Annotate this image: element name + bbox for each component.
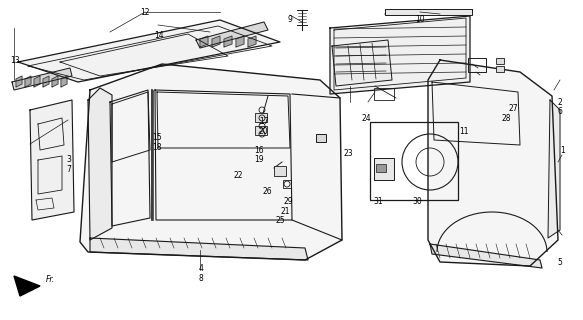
Bar bbox=[370, 122, 458, 200]
Polygon shape bbox=[196, 22, 268, 48]
Polygon shape bbox=[18, 20, 280, 82]
Text: 20: 20 bbox=[259, 127, 268, 136]
Text: 16: 16 bbox=[255, 146, 264, 155]
Text: 29: 29 bbox=[284, 197, 293, 206]
Polygon shape bbox=[80, 64, 342, 260]
Polygon shape bbox=[30, 100, 74, 220]
Text: 30: 30 bbox=[412, 197, 422, 206]
Polygon shape bbox=[330, 16, 470, 94]
Polygon shape bbox=[12, 68, 72, 90]
Polygon shape bbox=[88, 88, 112, 240]
Text: 21: 21 bbox=[281, 207, 290, 216]
Bar bbox=[274, 166, 286, 176]
Text: 18: 18 bbox=[153, 143, 162, 152]
Bar bbox=[468, 58, 486, 72]
Polygon shape bbox=[25, 76, 31, 87]
Text: 22: 22 bbox=[233, 172, 243, 180]
Text: 3: 3 bbox=[66, 156, 71, 164]
Text: 28: 28 bbox=[501, 114, 511, 123]
Text: 17: 17 bbox=[259, 117, 268, 126]
Bar bbox=[496, 58, 504, 64]
Polygon shape bbox=[548, 100, 560, 238]
Polygon shape bbox=[428, 60, 558, 266]
Text: 25: 25 bbox=[275, 216, 285, 225]
Bar bbox=[283, 180, 291, 188]
Polygon shape bbox=[248, 36, 256, 47]
Text: 11: 11 bbox=[459, 127, 468, 136]
Polygon shape bbox=[43, 76, 49, 87]
Text: 13: 13 bbox=[10, 56, 19, 65]
Text: 7: 7 bbox=[66, 165, 71, 174]
Polygon shape bbox=[90, 238, 308, 260]
Text: 8: 8 bbox=[199, 274, 203, 283]
Bar bbox=[255, 126, 267, 135]
Text: 4: 4 bbox=[199, 264, 203, 273]
Text: Fr.: Fr. bbox=[46, 276, 55, 284]
Text: 31: 31 bbox=[373, 197, 382, 206]
Polygon shape bbox=[34, 76, 40, 87]
Text: 26: 26 bbox=[262, 188, 272, 196]
Bar bbox=[255, 113, 267, 122]
Polygon shape bbox=[430, 244, 542, 268]
Bar bbox=[376, 164, 386, 172]
Polygon shape bbox=[212, 36, 220, 47]
Polygon shape bbox=[61, 76, 67, 87]
Text: 19: 19 bbox=[255, 156, 264, 164]
Text: 15: 15 bbox=[153, 133, 162, 142]
Text: 2: 2 bbox=[557, 98, 562, 107]
Bar bbox=[385, 9, 472, 15]
Polygon shape bbox=[52, 76, 58, 87]
Text: 27: 27 bbox=[508, 104, 518, 113]
Text: 23: 23 bbox=[344, 149, 353, 158]
Polygon shape bbox=[332, 40, 392, 86]
Bar bbox=[496, 66, 504, 72]
Text: 6: 6 bbox=[557, 108, 562, 116]
Text: 5: 5 bbox=[557, 258, 562, 267]
Text: 12: 12 bbox=[140, 8, 149, 17]
Bar bbox=[374, 88, 394, 100]
Bar bbox=[316, 134, 326, 142]
Polygon shape bbox=[14, 276, 40, 296]
Text: 14: 14 bbox=[154, 31, 163, 40]
Polygon shape bbox=[200, 36, 208, 47]
Text: 24: 24 bbox=[361, 114, 371, 123]
Bar bbox=[374, 158, 394, 180]
Polygon shape bbox=[224, 36, 232, 47]
Polygon shape bbox=[236, 36, 244, 47]
Polygon shape bbox=[16, 76, 22, 87]
Text: 9: 9 bbox=[288, 15, 293, 24]
Text: 1: 1 bbox=[560, 146, 565, 155]
Text: 10: 10 bbox=[415, 15, 424, 24]
